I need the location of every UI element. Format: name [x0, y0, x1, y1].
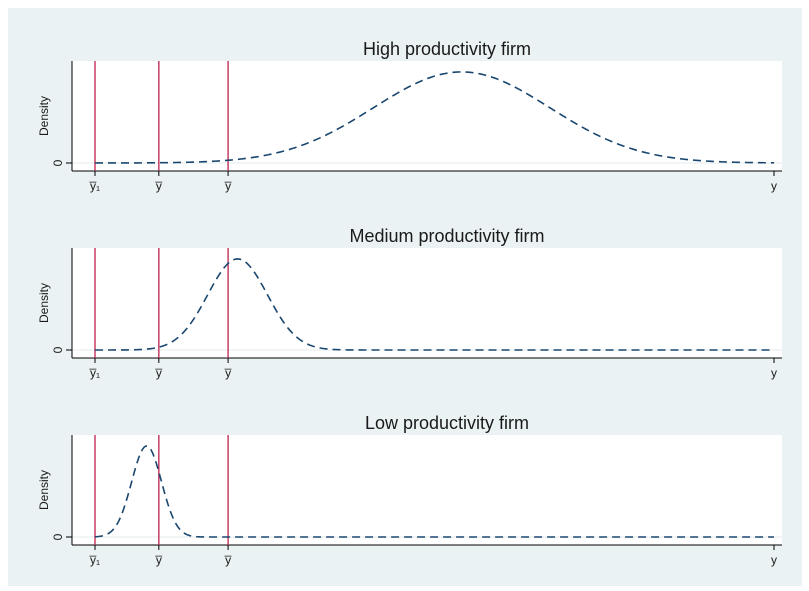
- figure: High productivity firm Density 0 y̅₁ y̅ y̅ y Me…: [8, 8, 802, 586]
- y-axis-label: Density: [37, 470, 51, 510]
- plot-area: [72, 248, 782, 358]
- x-tick-label: y̅: [155, 366, 163, 380]
- x-tick-label: y̅: [224, 179, 232, 193]
- y-tick-label: 0: [51, 346, 65, 353]
- density-curve: [95, 258, 774, 351]
- x-tick-label: y̅: [224, 366, 232, 380]
- x-tick-label: y: [771, 366, 777, 380]
- x-tick-label: y̅₁: [89, 179, 100, 193]
- x-tick-label: y: [771, 179, 777, 193]
- panel-title: Medium productivity firm: [349, 226, 544, 246]
- y-axis-label: Density: [37, 96, 51, 136]
- density-curve: [95, 71, 775, 164]
- y-tick-label: 0: [51, 533, 65, 540]
- panel-3: Low productivity firm Density 0 y̅₁ y̅ y̅ y: [37, 413, 782, 567]
- x-tick-label: y̅₁: [89, 553, 100, 567]
- panel-2: Medium productivity firm Density 0 y̅₁ y̅ y̅ y: [37, 226, 782, 380]
- x-tick-label: y̅₁: [89, 366, 100, 380]
- x-tick-label: y̅: [224, 553, 232, 567]
- y-tick-label: 0: [51, 159, 65, 166]
- x-tick-label: y̅: [155, 553, 163, 567]
- x-tick-label: y̅: [155, 179, 163, 193]
- density-curve: [94, 445, 774, 538]
- panel-1: High productivity firm Density 0 y̅₁ y̅ y̅ y: [37, 39, 782, 193]
- panel-title: High productivity firm: [363, 39, 531, 59]
- x-tick-label: y: [771, 553, 777, 567]
- plot-area: [72, 61, 782, 171]
- plot-area: [72, 435, 782, 545]
- y-axis-label: Density: [37, 283, 51, 323]
- panel-title: Low productivity firm: [365, 413, 529, 433]
